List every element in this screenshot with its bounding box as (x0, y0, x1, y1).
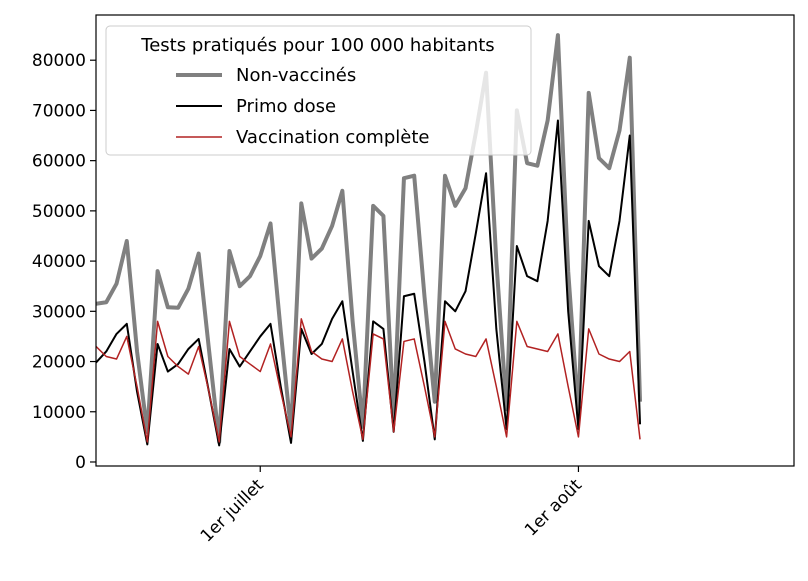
y-tick-label: 40000 (32, 252, 86, 272)
y-tick-label: 70000 (32, 101, 86, 121)
y-tick-label: 80000 (32, 51, 86, 71)
series-group (96, 33, 643, 447)
legend-label: Non-vaccinés (236, 65, 356, 86)
y-axis: 0 10000 20000 30000 40000 50000 60000 70000 8000… (32, 51, 96, 473)
y-tick-label: 60000 (32, 152, 86, 172)
series-layer (96, 33, 643, 447)
legend-box (105, 25, 532, 156)
y-tick-label: 30000 (32, 302, 86, 322)
series-line-1 (96, 33, 643, 444)
y-tick-label: 20000 (32, 353, 86, 373)
legend-items: Non-vaccinés Primo dose Vaccination complè… (176, 65, 429, 148)
legend-label: Vaccination complète (236, 127, 429, 148)
legend-title: Tests pratiqués pour 100 000 habitants (140, 35, 494, 56)
y-tick-label: 10000 (32, 403, 86, 423)
plot-frame (95, 14, 795, 467)
y-tick-label: 50000 (32, 202, 86, 222)
series-line-3 (96, 318, 641, 443)
legend: Tests pratiqués pour 100 000 habitants N… (105, 25, 532, 156)
legend-label: Primo dose (236, 96, 336, 117)
y-tick-label: 0 (75, 453, 86, 473)
